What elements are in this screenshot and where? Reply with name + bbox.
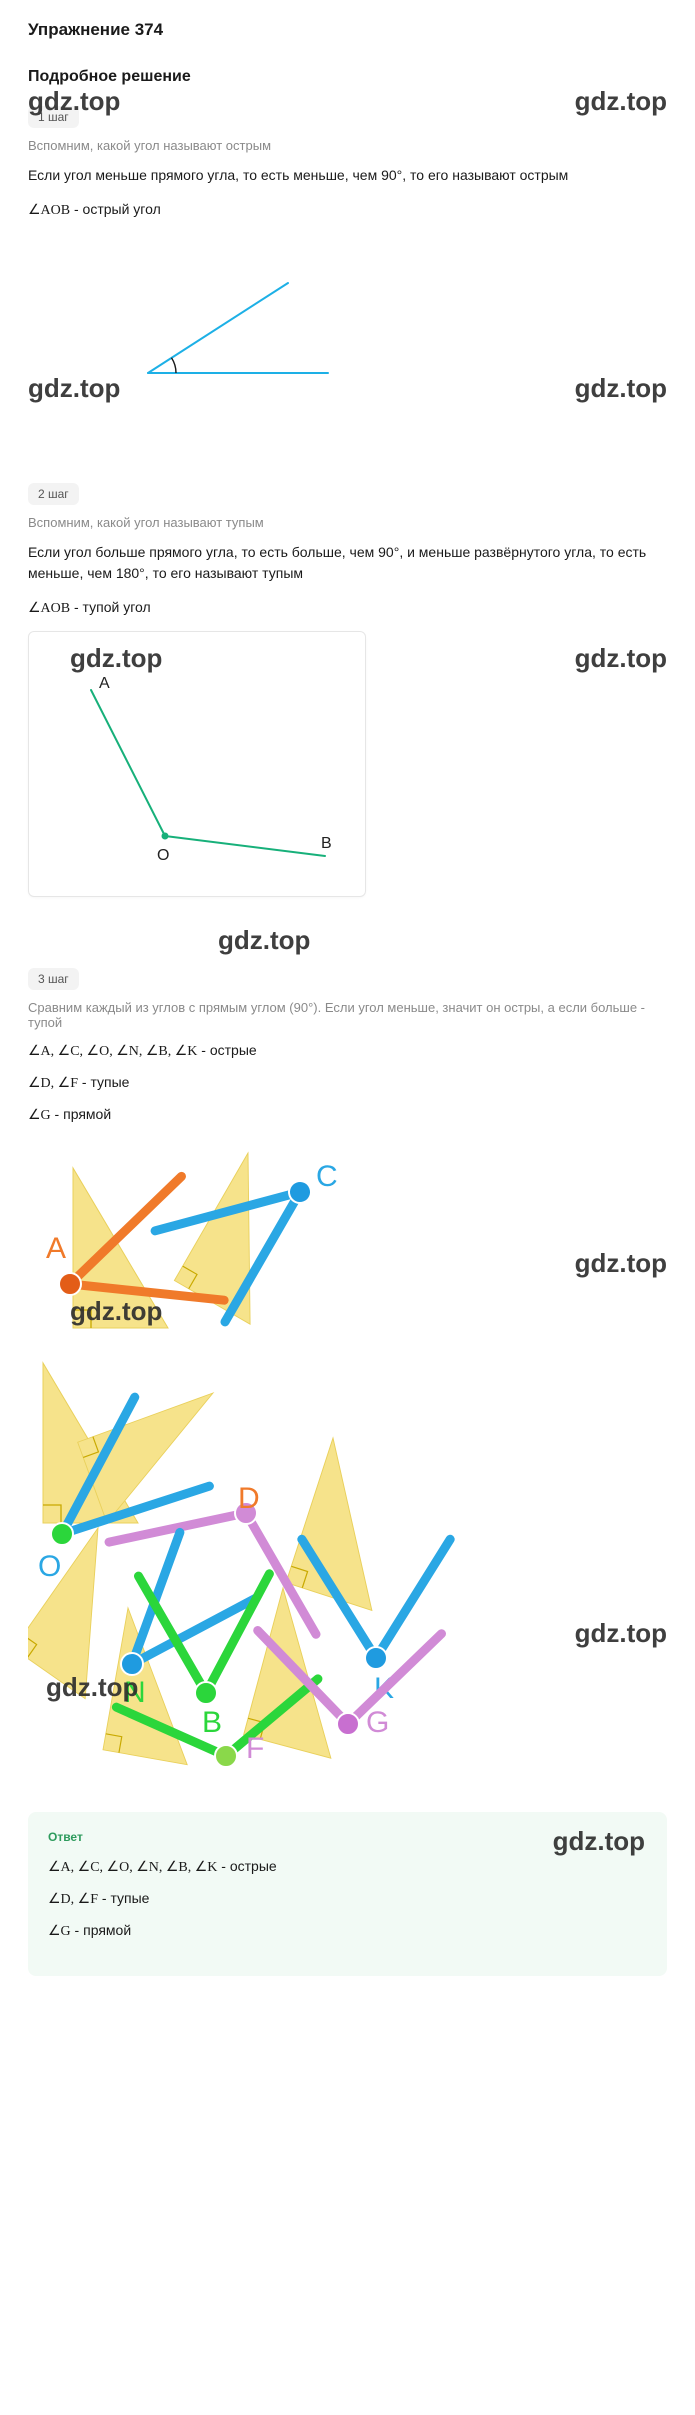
answer-box: gdz.top Ответ ∠A, ∠C, ∠O, ∠N, ∠B, ∠K - о… bbox=[28, 1812, 667, 1976]
watermark-text: gdz.top bbox=[575, 86, 667, 117]
exercise-title: Упражнение 374 bbox=[28, 20, 667, 40]
svg-text:N: N bbox=[124, 1676, 146, 1709]
figure-obtuse-angle: A O B bbox=[28, 631, 366, 897]
svg-text:C: C bbox=[316, 1160, 338, 1193]
step-1-badge: 1 шаг bbox=[28, 106, 79, 128]
text: Если угол больше прямого угла, то есть б… bbox=[28, 544, 378, 560]
step-3-line-3: ∠G - прямой bbox=[28, 1106, 667, 1124]
angles-list: ∠D, ∠F bbox=[28, 1076, 78, 1091]
label: - тупой угол bbox=[70, 599, 151, 615]
watermark-text: gdz.top bbox=[575, 1618, 667, 1648]
watermark: gdz.top bbox=[575, 1248, 667, 1279]
label: - тупые bbox=[98, 1890, 149, 1906]
angles-list: ∠A, ∠C, ∠O, ∠N, ∠B, ∠K bbox=[48, 1860, 217, 1875]
section-title: Подробное решение bbox=[28, 68, 667, 86]
step-1-angle-line: ∠AOB - острый угол bbox=[28, 201, 667, 219]
svg-text:A: A bbox=[46, 1232, 66, 1265]
watermark: gdz.top bbox=[218, 925, 695, 956]
figure-acute-angle: gdz.top gdz.top bbox=[28, 233, 667, 443]
answer-line-3: ∠G - прямой bbox=[48, 1922, 647, 1940]
svg-text:B: B bbox=[202, 1706, 222, 1739]
svg-text:O: O bbox=[38, 1550, 61, 1583]
step-3-line-2: ∠D, ∠F - тупые bbox=[28, 1074, 667, 1092]
page-root: Упражнение 374 Подробное решение gdz.top… bbox=[0, 0, 695, 2016]
svg-text:O: O bbox=[157, 847, 169, 864]
text: Сравним каждый из углов с прямым углом ( bbox=[28, 1000, 294, 1015]
label: - острые bbox=[217, 1858, 276, 1874]
degree: 180° bbox=[116, 565, 145, 581]
degree: 90° bbox=[294, 1000, 314, 1015]
angles-list: ∠D, ∠F bbox=[48, 1892, 98, 1907]
step-2-text: Если угол больше прямого угла, то есть б… bbox=[28, 542, 667, 585]
text: Если угол меньше прямого угла, то есть м… bbox=[28, 167, 381, 183]
label: - прямой bbox=[51, 1106, 111, 1122]
answer-line-2: ∠D, ∠F - тупые bbox=[48, 1890, 647, 1908]
step-1-hint: Вспомним, какой угол называют острым bbox=[28, 138, 667, 153]
answer-title: Ответ bbox=[48, 1830, 647, 1844]
angles-list: ∠G bbox=[28, 1108, 51, 1123]
label: - прямой bbox=[71, 1922, 131, 1938]
watermark-text: gdz.top bbox=[575, 1248, 667, 1278]
step-2-hint: Вспомним, какой угол называют тупым bbox=[28, 515, 667, 530]
svg-text:D: D bbox=[238, 1482, 260, 1515]
step-2-angle-line: ∠AOB - тупой угол bbox=[28, 599, 667, 617]
label: - острые bbox=[197, 1042, 256, 1058]
watermark: gdz.top bbox=[575, 1618, 667, 1649]
answer-line-1: ∠A, ∠C, ∠O, ∠N, ∠B, ∠K - острые bbox=[48, 1858, 647, 1876]
watermark-text: gdz.top bbox=[218, 925, 310, 955]
watermark-text: gdz.top bbox=[575, 643, 667, 674]
step-3-hint: Сравним каждый из углов с прямым углом (… bbox=[28, 1000, 667, 1030]
svg-text:A: A bbox=[99, 675, 110, 692]
figure-obtuse-angle-card: gdz.top gdz.top AOB bbox=[28, 631, 667, 897]
degree: 90° bbox=[381, 167, 402, 183]
svg-text:B: B bbox=[321, 835, 332, 852]
label: - острый угол bbox=[70, 201, 161, 217]
angle-symbol: ∠AOB bbox=[28, 601, 70, 616]
step-3-line-1: ∠A, ∠C, ∠O, ∠N, ∠B, ∠K - острые bbox=[28, 1042, 667, 1060]
angles-list: ∠A, ∠C, ∠O, ∠N, ∠B, ∠K bbox=[28, 1044, 197, 1059]
step-2-badge: 2 шаг bbox=[28, 483, 79, 505]
text: , то его называют острым bbox=[402, 167, 568, 183]
svg-text:G: G bbox=[366, 1706, 389, 1739]
label: - тупые bbox=[78, 1074, 129, 1090]
watermark-text: gdz.top bbox=[575, 373, 667, 404]
step-1-text: Если угол меньше прямого угла, то есть м… bbox=[28, 165, 667, 187]
text: , то его называют тупым bbox=[145, 565, 303, 581]
figure-angles-diagram: ACODNBKFG gdz.top gdz.top gdz.top gdz.to… bbox=[28, 1138, 667, 1778]
watermark: gdz.top gdz.top bbox=[28, 86, 667, 117]
degree: 90° bbox=[378, 544, 399, 560]
angle-symbol: ∠AOB bbox=[28, 203, 70, 218]
angles-list: ∠G bbox=[48, 1924, 71, 1939]
step-3-badge: 3 шаг bbox=[28, 968, 79, 990]
svg-text:F: F bbox=[246, 1732, 264, 1765]
